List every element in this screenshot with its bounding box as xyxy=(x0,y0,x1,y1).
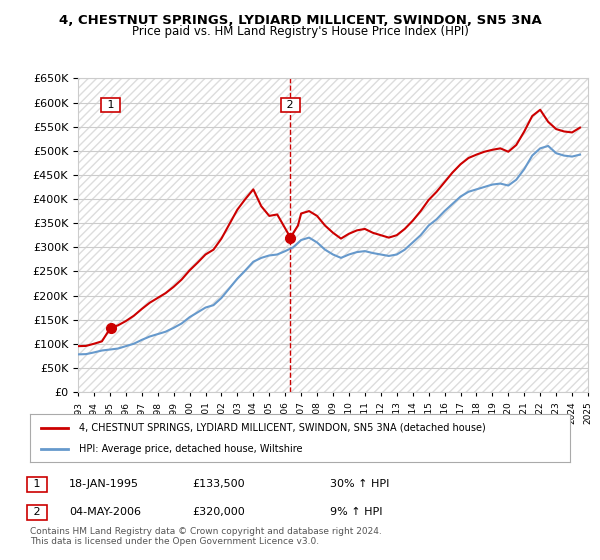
Text: 4, CHESTNUT SPRINGS, LYDIARD MILLICENT, SWINDON, SN5 3NA: 4, CHESTNUT SPRINGS, LYDIARD MILLICENT, … xyxy=(59,14,541,27)
Text: Price paid vs. HM Land Registry's House Price Index (HPI): Price paid vs. HM Land Registry's House … xyxy=(131,25,469,38)
Text: 18-JAN-1995: 18-JAN-1995 xyxy=(69,479,139,489)
Text: 9% ↑ HPI: 9% ↑ HPI xyxy=(330,507,383,517)
Text: £133,500: £133,500 xyxy=(192,479,245,489)
Text: £320,000: £320,000 xyxy=(192,507,245,517)
Text: HPI: Average price, detached house, Wiltshire: HPI: Average price, detached house, Wilt… xyxy=(79,444,302,454)
Text: 04-MAY-2006: 04-MAY-2006 xyxy=(69,507,141,517)
Text: Contains HM Land Registry data © Crown copyright and database right 2024.
This d: Contains HM Land Registry data © Crown c… xyxy=(30,526,382,546)
Text: 1: 1 xyxy=(104,100,118,110)
Text: 30% ↑ HPI: 30% ↑ HPI xyxy=(330,479,389,489)
Text: 1: 1 xyxy=(30,479,44,489)
Text: 4, CHESTNUT SPRINGS, LYDIARD MILLICENT, SWINDON, SN5 3NA (detached house): 4, CHESTNUT SPRINGS, LYDIARD MILLICENT, … xyxy=(79,423,485,433)
Text: 2: 2 xyxy=(30,507,44,517)
Text: 2: 2 xyxy=(283,100,298,110)
